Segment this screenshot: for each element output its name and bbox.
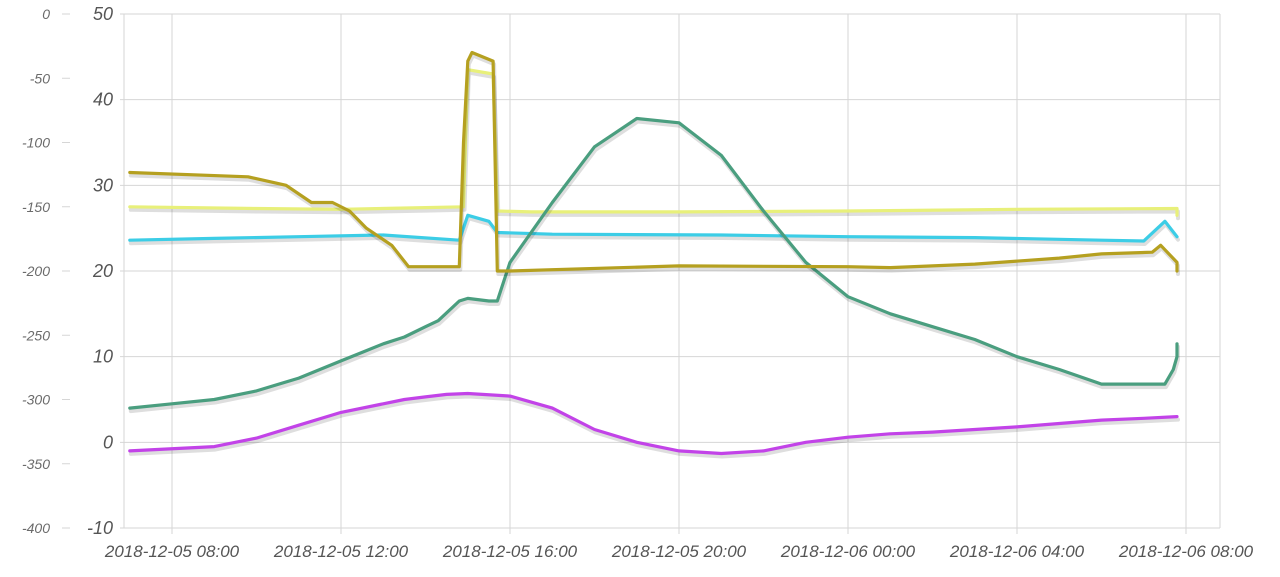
right-y-tick-label: 10 — [93, 347, 113, 367]
grid — [120, 13, 1221, 534]
series-2 — [128, 116, 1180, 414]
series-line — [128, 116, 1179, 410]
x-tick-label: 2018-12-06 04:00 — [949, 542, 1085, 561]
left-y-tick-label: 0 — [42, 6, 50, 22]
right-y-tick-label: -10 — [87, 518, 113, 538]
series-line-shadow — [128, 119, 1180, 414]
series-line — [128, 213, 1179, 243]
series-line — [128, 50, 1179, 273]
series-line-shadow — [128, 394, 1180, 459]
series-line-shadow — [128, 70, 1180, 221]
series-line — [128, 68, 1179, 217]
x-tick-label: 2018-12-05 20:00 — [611, 542, 747, 561]
x-tick-label: 2018-12-05 16:00 — [442, 542, 578, 561]
series-4 — [128, 50, 1180, 276]
right-y-tick-label: 40 — [93, 90, 113, 110]
left-y-axis: 0 -50 -100 -150 -200 -250 -300 -350 -400 — [22, 6, 70, 536]
right-y-tick-label: 0 — [103, 432, 113, 452]
left-y-tick-label: -300 — [22, 392, 50, 408]
right-y-tick-label: 50 — [93, 4, 113, 24]
series-1 — [128, 213, 1180, 246]
series-line-shadow — [128, 53, 1180, 276]
right-y-axis: 50 40 30 20 10 0 -10 — [87, 4, 113, 538]
right-y-tick-label: 30 — [93, 175, 113, 195]
x-axis: 2018-12-05 08:00 2018-12-05 12:00 2018-12-… — [104, 542, 1254, 561]
left-y-tick-label: -150 — [22, 199, 50, 215]
series-line — [128, 391, 1179, 456]
x-tick-label: 2018-12-06 08:00 — [1118, 542, 1254, 561]
series-layer — [128, 50, 1180, 459]
right-y-tick-label: 20 — [92, 261, 113, 281]
series-3 — [128, 391, 1180, 459]
left-y-tick-label: -350 — [22, 456, 50, 472]
left-y-tick-label: -200 — [22, 263, 50, 279]
x-tick-label: 2018-12-05 08:00 — [104, 542, 240, 561]
left-y-tick-label: -400 — [22, 520, 50, 536]
left-y-tick-label: -50 — [30, 70, 50, 86]
left-y-tick-label: -100 — [22, 135, 50, 151]
left-y-tick-label: -250 — [22, 327, 50, 343]
series-0 — [128, 68, 1180, 221]
x-tick-label: 2018-12-06 00:00 — [780, 542, 916, 561]
series-line-shadow — [128, 216, 1180, 246]
x-tick-label: 2018-12-05 12:00 — [273, 542, 409, 561]
